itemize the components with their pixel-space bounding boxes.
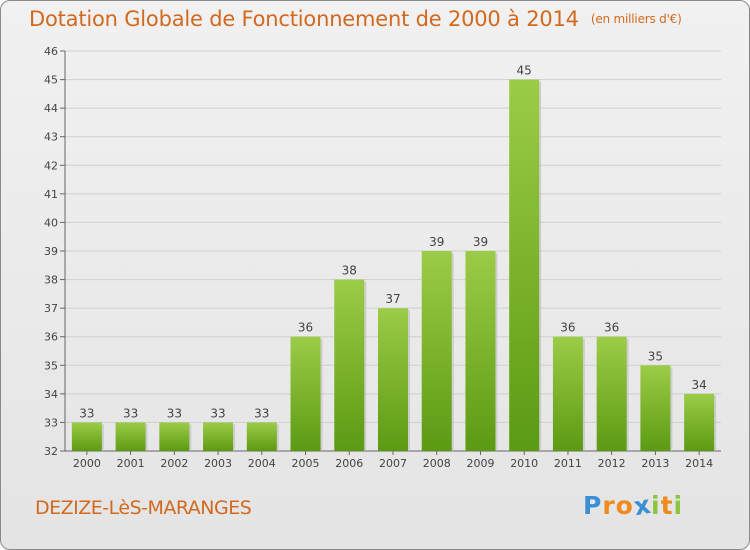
logo-letter: o (615, 491, 634, 520)
y-tick-label: 42 (44, 159, 58, 172)
logo-letter: P (583, 491, 603, 520)
chart-title-text: Dotation Globale de Fonctionnement de 20… (29, 7, 579, 31)
logo-letter: t (660, 491, 674, 520)
bar (378, 308, 408, 451)
bar-value-label: 33 (123, 406, 138, 420)
proxiti-logo: Proxiti (583, 490, 684, 522)
x-tick-label: 2012 (598, 457, 626, 470)
x-tick-label: 2010 (510, 457, 538, 470)
bar-value-label: 36 (604, 321, 619, 335)
y-tick-label: 39 (44, 245, 58, 258)
bar (334, 279, 365, 451)
x-tick-label: 2004 (248, 457, 276, 470)
x-tick-label: 2005 (292, 457, 320, 470)
logo-letter: i (673, 491, 684, 520)
x-tick-label: 2006 (335, 457, 363, 470)
bar (159, 422, 190, 451)
y-tick-label: 34 (44, 388, 58, 401)
x-tick-label: 2011 (554, 457, 582, 470)
bar-value-label: 34 (691, 378, 706, 392)
bar-value-label: 33 (254, 406, 269, 420)
logo-letter: r (602, 491, 616, 520)
y-tick-label: 46 (44, 45, 58, 58)
bar-value-label: 33 (210, 406, 225, 420)
x-tick-label: 2001 (117, 457, 145, 470)
bar-value-label: 33 (79, 406, 94, 420)
x-tick-label: 2014 (685, 457, 713, 470)
bar-value-label: 45 (517, 64, 532, 78)
y-tick-label: 36 (44, 331, 58, 344)
y-tick-label: 37 (44, 302, 58, 315)
x-tick-label: 2007 (379, 457, 407, 470)
bar (115, 422, 146, 451)
bar-value-label: 36 (298, 321, 313, 335)
y-tick-label: 40 (44, 216, 58, 229)
chart-title: Dotation Globale de Fonctionnement de 20… (29, 7, 682, 31)
y-tick-label: 35 (44, 359, 58, 372)
y-tick-label: 43 (44, 131, 58, 144)
y-tick-label: 38 (44, 274, 58, 287)
bar (246, 422, 277, 451)
x-tick-label: 2008 (423, 457, 451, 470)
bar-value-label: 38 (342, 264, 357, 278)
y-tick-label: 41 (44, 188, 58, 201)
commune-name: DEZIZE-LèS-MARANGES (35, 497, 252, 519)
bar (640, 365, 671, 451)
x-tick-label: 2000 (73, 457, 101, 470)
y-tick-label: 44 (44, 102, 58, 115)
y-tick-label: 32 (44, 445, 58, 458)
logo-letter: i (651, 491, 661, 520)
bar-value-label: 37 (385, 292, 400, 306)
bar (596, 336, 627, 451)
bar-value-label: 39 (473, 235, 488, 249)
bar (71, 422, 102, 451)
bar-value-label: 39 (429, 235, 444, 249)
bar (421, 251, 452, 451)
bar-value-label: 36 (560, 321, 575, 335)
x-tick-label: 2013 (641, 457, 669, 470)
x-tick-label: 2003 (204, 457, 232, 470)
bar (290, 336, 321, 451)
bar-value-label: 35 (648, 349, 663, 363)
bar (552, 336, 583, 451)
y-tick-label: 45 (44, 74, 58, 87)
x-tick-label: 2002 (160, 457, 188, 470)
bar (203, 422, 234, 451)
bar (465, 251, 496, 451)
chart-unit: (en milliers d'€) (590, 12, 682, 26)
x-tick-label: 2009 (466, 457, 494, 470)
bar (509, 79, 540, 452)
y-tick-label: 33 (44, 416, 58, 429)
bar (684, 393, 715, 451)
bar-value-label: 33 (167, 406, 182, 420)
